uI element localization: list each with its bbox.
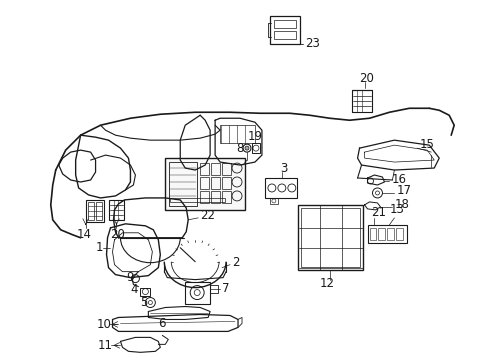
Bar [264,178,296,198]
Text: 12: 12 [319,277,334,290]
Bar [95,202,102,220]
Text: 21: 21 [371,206,386,219]
Text: 10: 10 [96,318,111,331]
Text: 15: 15 [419,138,433,150]
Bar [378,228,385,240]
Text: 3: 3 [279,162,286,175]
Bar [140,288,150,296]
Bar [108,200,124,220]
Bar [170,198,224,202]
Text: 23: 23 [304,37,319,50]
Bar [351,90,371,112]
Bar [200,177,209,189]
Text: 20: 20 [110,228,125,241]
Text: 11: 11 [98,339,112,352]
Bar [269,198,277,204]
Text: 2: 2 [232,256,239,269]
Bar [367,225,407,243]
Text: 19: 19 [247,130,263,143]
Text: 22: 22 [200,210,215,222]
Bar [396,228,403,240]
Bar [269,15,299,44]
Text: 16: 16 [390,172,406,185]
Bar [211,177,220,189]
Text: 5: 5 [140,296,147,309]
Bar [386,228,394,240]
Text: 8: 8 [236,141,243,155]
Bar [211,191,220,203]
Bar [185,282,210,303]
Circle shape [244,146,248,150]
Bar [169,162,197,206]
Bar [200,163,209,175]
Text: 17: 17 [396,184,410,197]
Bar [251,143,260,153]
Bar [369,228,376,240]
Bar [300,208,359,267]
Text: 4: 4 [130,283,138,296]
Bar [87,202,93,220]
Bar [220,125,254,143]
Bar [85,200,103,222]
Bar [211,163,220,175]
Text: 1: 1 [95,241,103,254]
Text: 18: 18 [394,198,408,211]
Text: 6: 6 [158,317,165,330]
Text: 13: 13 [388,203,404,216]
Bar [273,31,295,39]
Bar [222,163,230,175]
Bar [200,191,209,203]
Text: 7: 7 [222,282,229,295]
Bar [165,158,244,210]
Text: 20: 20 [359,72,374,85]
Bar [222,191,230,203]
Bar [210,285,218,293]
Bar [222,177,230,189]
Bar [273,20,295,28]
Bar [297,205,362,270]
Text: 14: 14 [77,228,91,241]
Text: 9: 9 [126,271,134,284]
